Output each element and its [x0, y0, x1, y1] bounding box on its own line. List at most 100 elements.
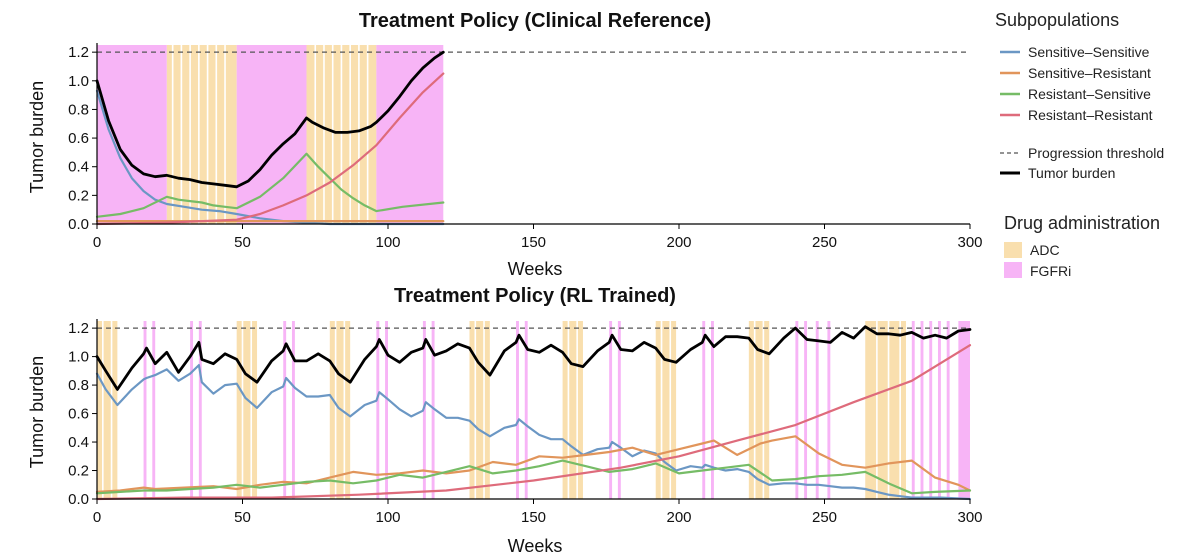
- series-line-resistant-sensitive: [95, 152, 445, 218]
- fgfri-band: [198, 321, 202, 499]
- legend-label-fgfri: FGFRi: [1030, 263, 1071, 279]
- x-tick-label: 50: [234, 509, 251, 526]
- x-tick-label: 250: [812, 234, 837, 251]
- x-tick-label: 150: [521, 234, 546, 251]
- fgfri-band: [827, 321, 831, 499]
- y-tick-label: 1.0: [68, 349, 89, 366]
- dose-gap: [762, 321, 765, 499]
- x-axis-label: Weeks: [508, 536, 563, 556]
- dose-gap: [323, 45, 325, 224]
- legend-label-threshold: Progression threshold: [1028, 145, 1164, 161]
- y-tick-label: 0.8: [68, 101, 89, 118]
- drug-bands: [97, 321, 970, 499]
- series-lines: [95, 325, 972, 501]
- series-lines: [95, 50, 970, 226]
- fgfri-band: [702, 321, 706, 499]
- dose-gap: [887, 321, 890, 499]
- fgfri-band: [958, 321, 970, 499]
- fgfri-band: [946, 321, 950, 499]
- fgfri-band: [431, 321, 435, 499]
- fgfri-band: [937, 321, 941, 499]
- x-tick-label: 100: [375, 234, 400, 251]
- fgfri-band: [711, 321, 714, 499]
- dose-gap: [314, 45, 317, 224]
- dose-gap: [349, 45, 351, 224]
- legend-swatch-adc: [1004, 242, 1022, 258]
- panel-clinical-reference: Treatment Policy (Clinical Reference) 0.…: [27, 10, 983, 279]
- adc-band: [562, 321, 583, 499]
- axes: 0.0 0.2 0.4 0.6 0.8 1.0 1.2 0 50 100 150 200 250 300: [68, 319, 983, 526]
- y-tick-label: 0.0: [68, 216, 89, 233]
- legend-label-resistant-sensitive: Resistant–Sensitive: [1028, 86, 1151, 102]
- x-tick-label: 0: [93, 509, 101, 526]
- dose-gap: [483, 321, 485, 499]
- y-tick-label: 1.0: [68, 73, 89, 90]
- fgfri-band: [376, 321, 380, 499]
- fgfri-band: [795, 321, 799, 499]
- adc-band: [166, 45, 237, 224]
- y-tick-label: 0.0: [68, 491, 89, 508]
- y-tick-label: 0.2: [68, 463, 89, 480]
- x-tick-label: 150: [521, 509, 546, 526]
- legend-label-tumor-burden: Tumor burden: [1028, 165, 1115, 181]
- dose-gap: [241, 321, 244, 499]
- dose-gap: [899, 321, 901, 499]
- series-line-sensitive-sensitive: [95, 89, 445, 226]
- fgfri-band: [283, 321, 287, 499]
- x-tick-label: 200: [666, 509, 691, 526]
- dose-gap: [366, 45, 369, 224]
- dose-gap: [753, 321, 756, 499]
- series-line-resistant-resistant: [95, 72, 445, 226]
- y-tick-label: 1.2: [68, 320, 89, 337]
- series-line-sensitive-sensitive: [95, 364, 972, 501]
- x-tick-label: 200: [666, 234, 691, 251]
- dose-gap: [567, 321, 570, 499]
- dose-gap: [180, 45, 183, 224]
- dose-gap: [334, 321, 337, 499]
- x-tick-label: 0: [93, 234, 101, 251]
- y-tick-label: 0.8: [68, 377, 89, 394]
- series-line-resistant-resistant: [95, 344, 972, 501]
- legend-swatch-fgfri: [1004, 262, 1022, 278]
- fgfri-band: [291, 321, 295, 499]
- series-line-tumor-burden: [95, 50, 445, 189]
- dose-gap: [576, 321, 578, 499]
- x-tick-label: 300: [957, 509, 982, 526]
- dose-gap: [224, 45, 226, 224]
- dose-gap: [206, 45, 209, 224]
- dose-gap: [215, 45, 218, 224]
- dose-gap: [171, 45, 174, 224]
- fgfri-band: [609, 321, 613, 499]
- legend-subpop-title: Subpopulations: [995, 10, 1119, 30]
- fgfri-band: [804, 321, 808, 499]
- dose-gap: [198, 45, 200, 224]
- y-tick-label: 0.4: [68, 434, 89, 451]
- adc-band: [655, 321, 677, 499]
- dose-gap: [876, 321, 878, 499]
- drug-bands: [97, 45, 444, 224]
- adc-band: [97, 321, 118, 499]
- adc-band: [865, 321, 906, 499]
- legend-label-adc: ADC: [1030, 242, 1060, 258]
- legend-label-sensitive-sensitive: Sensitive–Sensitive: [1028, 44, 1150, 60]
- y-tick-label: 0.6: [68, 130, 89, 147]
- series-line-resistant-sensitive: [95, 459, 972, 495]
- dose-gap: [660, 321, 663, 499]
- fgfri-band: [422, 321, 426, 499]
- fgfri-band: [617, 321, 621, 499]
- fgfri-band: [911, 321, 915, 499]
- y-axis-label: Tumor burden: [27, 81, 47, 193]
- x-tick-label: 50: [234, 234, 251, 251]
- series-line-tumor-burden: [95, 325, 972, 391]
- fgfri-band: [385, 321, 388, 499]
- panel-title: Treatment Policy (RL Trained): [394, 285, 676, 307]
- dose-gap: [474, 321, 477, 499]
- legend-label-sensitive-resistant: Sensitive–Resistant: [1028, 65, 1151, 81]
- adc-band: [236, 321, 258, 499]
- fgfri-band: [190, 321, 194, 499]
- dose-gap: [110, 321, 113, 499]
- dose-gap: [343, 321, 346, 499]
- fgfri-band: [97, 45, 167, 224]
- y-tick-label: 0.2: [68, 187, 89, 204]
